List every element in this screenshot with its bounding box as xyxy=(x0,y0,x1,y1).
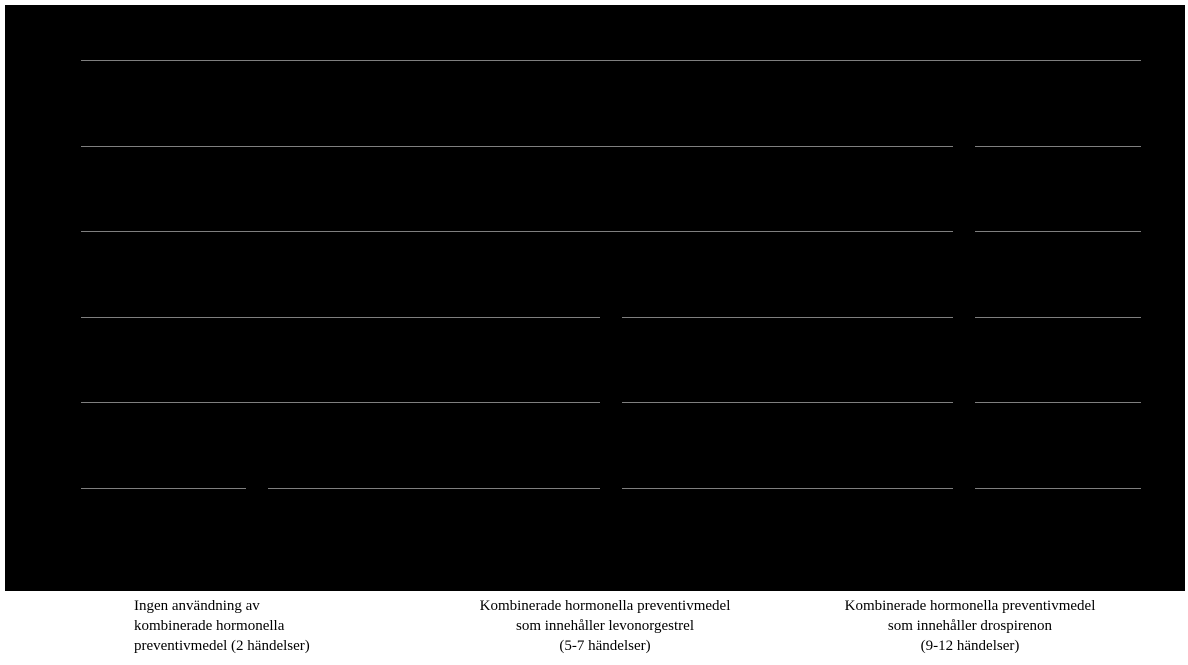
category-label-drospirenone: Kombinerade hormonella preventivmedel so… xyxy=(844,598,1096,654)
plot-background xyxy=(5,5,1185,591)
corner-notch xyxy=(0,0,180,5)
category-label-no-use: Ingen användning av kombinerade hormonel… xyxy=(134,598,310,654)
bar-1 xyxy=(600,316,622,573)
bars xyxy=(246,124,975,573)
bar-2 xyxy=(953,124,975,573)
bar-0 xyxy=(246,487,268,573)
chart xyxy=(0,0,1185,591)
category-label-levonorgestrel: Kombinerade hormonella preventivmedel so… xyxy=(479,598,731,654)
